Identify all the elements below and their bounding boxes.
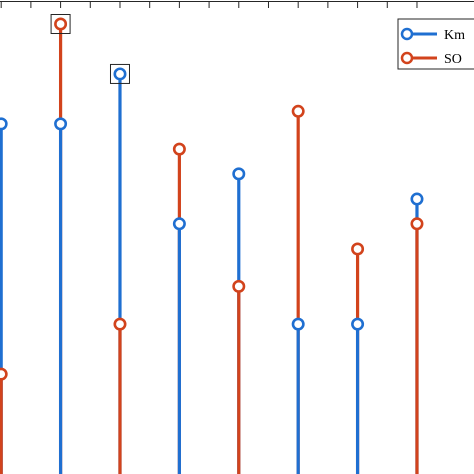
markers-layer bbox=[0, 17, 424, 381]
marker-so-1 bbox=[0, 367, 8, 381]
legend-km-marker bbox=[400, 27, 414, 41]
marker-km-6 bbox=[291, 317, 305, 331]
legend-so-marker bbox=[400, 51, 414, 65]
marker-km-8 bbox=[410, 192, 424, 206]
stems-layer bbox=[0, 24, 419, 474]
legend-km-label: Km bbox=[444, 28, 465, 43]
highlight-boxes bbox=[50, 14, 130, 84]
legend: Km SO bbox=[397, 18, 474, 70]
legend-so-label: SO bbox=[444, 52, 462, 67]
marker-so-4 bbox=[172, 142, 186, 156]
marker-km-4 bbox=[172, 217, 186, 231]
marker-km-1 bbox=[0, 117, 8, 131]
marker-km-5 bbox=[232, 167, 246, 181]
marker-so-7 bbox=[351, 242, 365, 256]
marker-so-5 bbox=[232, 279, 246, 293]
marker-km-3 bbox=[113, 67, 127, 81]
marker-so-2 bbox=[54, 17, 68, 31]
marker-so-3 bbox=[113, 317, 127, 331]
marker-so-8 bbox=[410, 217, 424, 231]
highlight-box-so-2 bbox=[50, 14, 71, 34]
highlight-box-km-3 bbox=[109, 63, 130, 84]
top-axis-ticks bbox=[0, 1, 418, 8]
marker-so-6 bbox=[291, 104, 305, 118]
legend-entry-km: Km bbox=[400, 27, 465, 43]
legend-entry-so: SO bbox=[400, 51, 462, 67]
marker-km-7 bbox=[351, 317, 365, 331]
marker-km-2 bbox=[54, 117, 68, 131]
